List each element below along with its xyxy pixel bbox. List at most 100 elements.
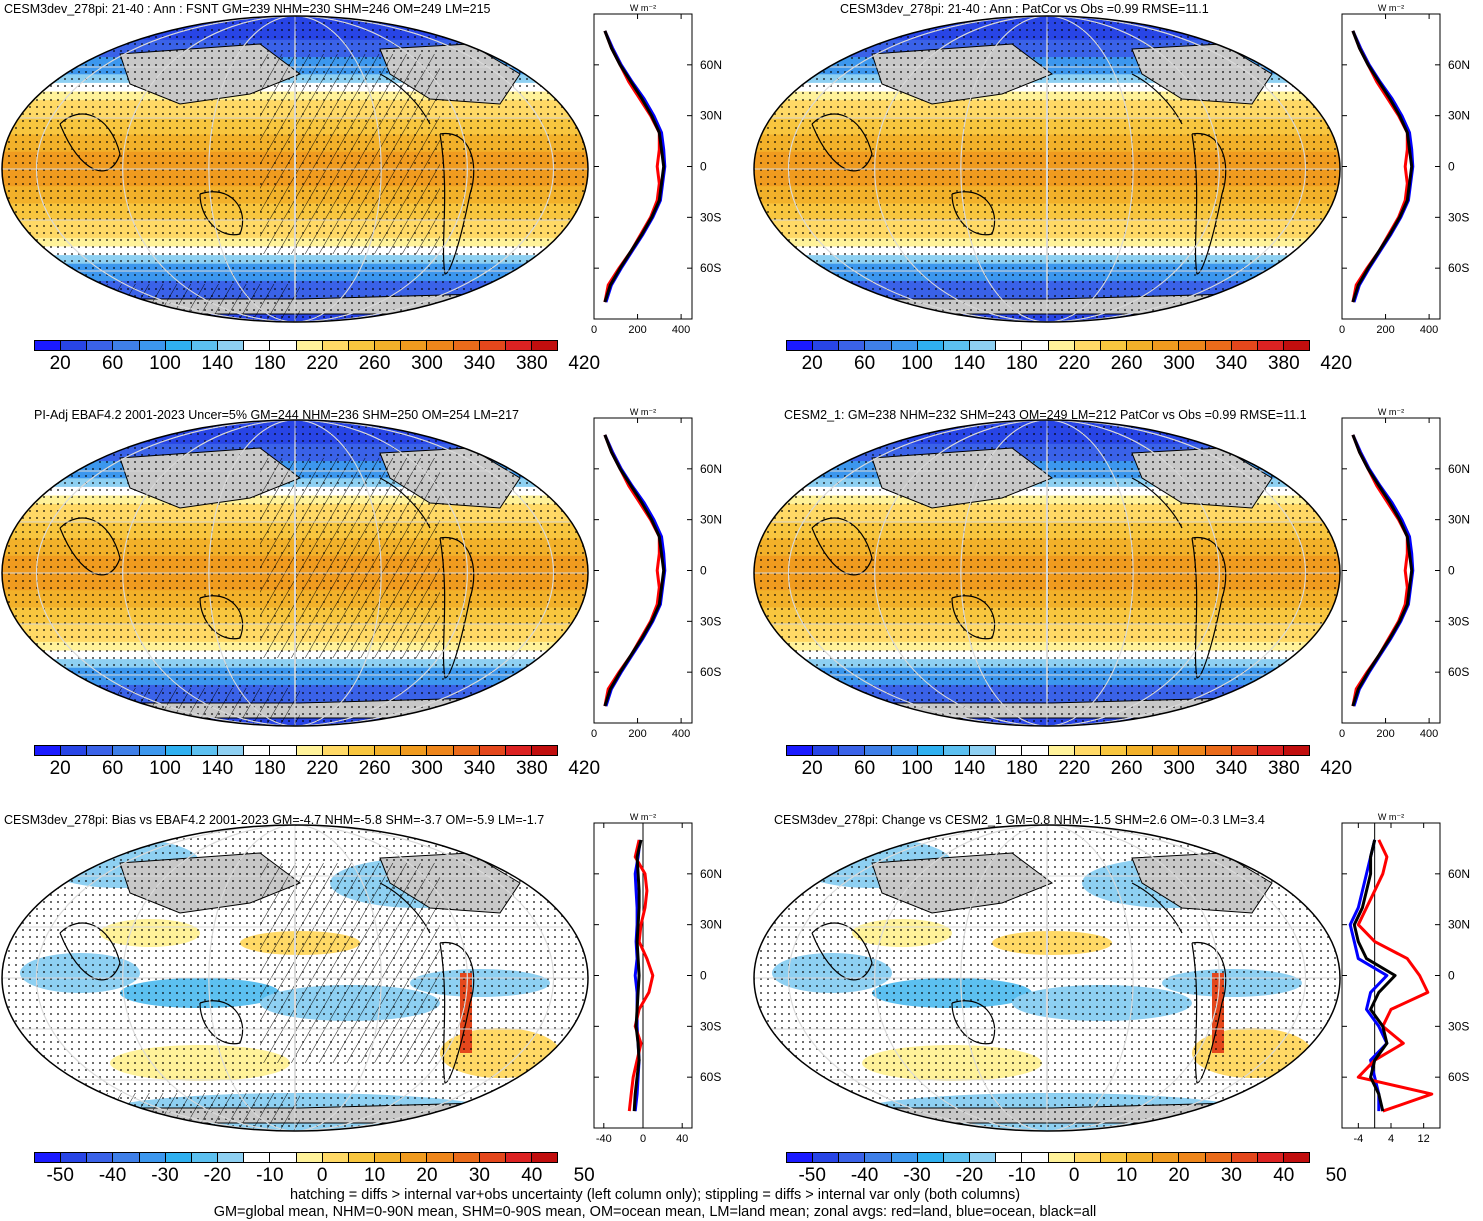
zonal-line-all	[1351, 434, 1414, 707]
lat-tick-label: 30S	[700, 614, 721, 628]
map-p3	[1, 419, 589, 727]
colorbar-tick-label: 300	[1163, 758, 1195, 779]
lat-tick-label: 60N	[700, 867, 722, 881]
footer-line-1: hatching = diffs > internal var+obs unce…	[289, 1187, 1021, 1203]
colorbar-tick-label: -50	[798, 1165, 826, 1186]
colorbar-tick-label: 220	[1058, 353, 1091, 374]
lat-tick-label: 60S	[1448, 665, 1469, 679]
colorbar-tick-label: 40	[1273, 1165, 1295, 1186]
colorbar-tick-label: -10	[1008, 1165, 1036, 1186]
colorbar-tick-label: 20	[49, 353, 71, 374]
colorbar-tick-label: 180	[253, 758, 286, 779]
lat-tick-label: 60N	[1448, 867, 1470, 881]
x-tick-label: 0	[591, 324, 597, 336]
zonal-plot: 60N 30N 0 30S 60S -40 0 40 W m⁻²	[593, 812, 722, 1145]
colorbar-tick-label: 40	[521, 1165, 543, 1186]
colorbar-tick-label: 260	[1110, 353, 1143, 374]
colorbar-tick-label: 10	[364, 1165, 386, 1186]
x-tick-label: 200	[628, 728, 646, 740]
x-tick-label: -4	[1353, 1133, 1363, 1145]
lat-tick-label: 0	[1448, 969, 1455, 983]
x-tick-label: 400	[672, 324, 690, 336]
zonal-panel-5: 60N 30N 0 30S 60S -40 0 40 W m⁻²	[593, 812, 722, 1145]
map-p4	[753, 419, 1341, 727]
x-tick-label: -40	[596, 1133, 612, 1145]
panel-title-p4: CESM2_1: GM=238 NHM=232 SHM=243 OM=249 L…	[784, 408, 1307, 422]
zonal-line-all	[632, 839, 643, 1112]
zonal-panel-3: 60N 30N 0 30S 60S 0 200 400 W m⁻²	[591, 407, 722, 740]
colorbar-tick-label: 50	[1325, 1165, 1347, 1186]
lat-tick-label: 60N	[1448, 462, 1470, 476]
zonal-plot: 60N 30N 0 30S 60S 0 200 400 W m⁻²	[591, 3, 722, 336]
colorbar-tick-label: 180	[1005, 353, 1038, 374]
panel-title-p5: CESM3dev_278pi: Bias vs EBAF4.2 2001-202…	[4, 813, 545, 827]
colorbar-tick-label: 10	[1116, 1165, 1138, 1186]
colorbar-tick-label: 140	[201, 758, 234, 779]
x-tick-label: 400	[1420, 728, 1438, 740]
colorbar-tick-label: 20	[801, 758, 823, 779]
zonal-line-all	[1351, 30, 1414, 303]
colorbar-tick-label: 20	[416, 1165, 438, 1186]
colorbar-tick-label: 220	[306, 758, 339, 779]
lat-tick-label: 60S	[700, 1070, 721, 1084]
lat-tick-label: 30N	[1448, 918, 1470, 932]
colorbar-tick-label: 20	[49, 758, 71, 779]
zonal-plot: 60N 30N 0 30S 60S 0 200 400 W m⁻²	[1339, 407, 1470, 740]
lat-tick-label: 30S	[700, 210, 721, 224]
lat-tick-label: 30S	[1448, 614, 1469, 628]
zonal-unit-label: W m⁻²	[1378, 812, 1404, 822]
colorbar-p6	[786, 1152, 1310, 1163]
colorbar-tick-label: 340	[463, 758, 496, 779]
colorbar-tick-label: 340	[1215, 758, 1248, 779]
colorbar-tick-label: -10	[256, 1165, 284, 1186]
colorbar-tick-label: 60	[102, 758, 124, 779]
lat-tick-label: 60N	[700, 462, 722, 476]
lat-tick-label: 30N	[700, 109, 722, 123]
colorbar-labels-p6: -50 -40 -30 -20 -10 0 10 20 30 40 50	[786, 1165, 1346, 1187]
colorbar-tick-label: -50	[46, 1165, 74, 1186]
map-p6	[753, 824, 1341, 1132]
colorbar-tick-label: 140	[953, 758, 986, 779]
colorbar-tick-label: 140	[201, 353, 234, 374]
zonal-unit-label: W m⁻²	[1378, 407, 1404, 417]
colorbar-tick-label: 380	[1267, 758, 1300, 779]
x-tick-label: 0	[591, 728, 597, 740]
colorbar-tick-label: 260	[358, 758, 391, 779]
zonal-unit-label: W m⁻²	[630, 407, 656, 417]
colorbar-tick-label: 420	[1320, 353, 1353, 374]
colorbar-tick-label: -20	[203, 1165, 232, 1186]
x-tick-label: 0	[1339, 324, 1345, 336]
colorbar-tick-label: -30	[903, 1165, 931, 1186]
colorbar-tick-label: 380	[515, 758, 548, 779]
zonal-panel-1: 60N 30N 0 30S 60S 0 200 400 W m⁻²	[591, 3, 722, 336]
colorbar-tick-label: 420	[568, 353, 601, 374]
footer-line-2: GM=global mean, NHM=0-90N mean, SHM=0-90…	[213, 1204, 1097, 1220]
zonal-line-all	[603, 30, 666, 303]
colorbar-labels-p3: 20 60 100 140 180 220 260 300 340 380 420	[34, 758, 600, 780]
lat-tick-label: 0	[1448, 160, 1455, 174]
colorbar-tick-label: 220	[1058, 758, 1091, 779]
colorbar-tick-label: 100	[901, 758, 933, 779]
colorbar-labels-p4: 20 60 100 140 180 220 260 300 340 380 420	[786, 758, 1352, 780]
colorbar-tick-label: -30	[151, 1165, 179, 1186]
zonal-unit-label: W m⁻²	[1378, 3, 1404, 13]
colorbar-tick-label: 20	[1168, 1165, 1190, 1186]
x-tick-label: 12	[1418, 1133, 1430, 1145]
x-tick-label: 0	[1339, 728, 1345, 740]
colorbar-p3	[34, 745, 558, 756]
colorbar-tick-label: 300	[411, 758, 443, 779]
zonal-panel-6: 60N 30N 0 30S 60S -4 4 12 W m⁻²	[1341, 812, 1470, 1145]
colorbar-labels-p2: 20 60 100 140 180 220 260 300 340 380 420	[786, 353, 1352, 375]
zonal-line-all	[1352, 839, 1397, 1112]
lat-tick-label: 30S	[1448, 210, 1469, 224]
colorbar-tick-label: 20	[801, 353, 823, 374]
panel-title-p6: CESM3dev_278pi: Change vs CESM2_1 GM=0.8…	[774, 813, 1265, 827]
colorbar-tick-label: -40	[98, 1165, 127, 1186]
zonal-plot: 60N 30N 0 30S 60S 0 200 400 W m⁻²	[1339, 3, 1470, 336]
lat-tick-label: 60N	[1448, 58, 1470, 72]
colorbar-tick-label: 420	[568, 758, 601, 779]
colorbar-tick-label: 60	[102, 353, 124, 374]
colorbar-p1	[34, 340, 558, 351]
colorbar-tick-label: 420	[1320, 758, 1353, 779]
lat-tick-label: 30S	[1448, 1019, 1469, 1033]
